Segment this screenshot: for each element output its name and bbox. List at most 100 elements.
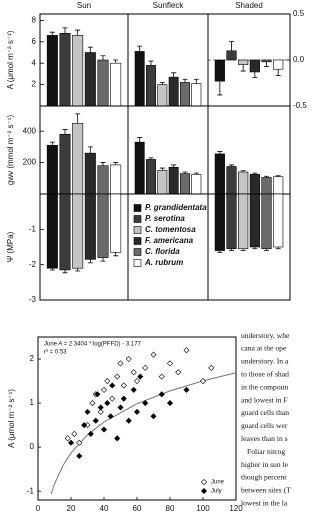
- point: [158, 391, 165, 398]
- point: [67, 439, 75, 446]
- point: [208, 364, 215, 371]
- bar: [191, 83, 202, 107]
- bar: [59, 32, 71, 107]
- body-text-line: leaves than in s: [241, 434, 288, 443]
- bar: [168, 166, 179, 195]
- error-bar: [275, 69, 281, 77]
- column-title: Sun: [77, 1, 91, 10]
- point: [84, 408, 91, 415]
- point: [71, 430, 78, 437]
- legend-swatch: [133, 215, 142, 223]
- bar: [72, 193, 84, 269]
- point: [130, 386, 137, 393]
- error-bar: [100, 257, 106, 262]
- error-bar: [217, 151, 223, 154]
- point: [166, 360, 174, 367]
- bar: [46, 193, 58, 269]
- bar: [59, 193, 71, 271]
- point: [64, 435, 71, 442]
- bar: [134, 141, 145, 195]
- bar: [249, 59, 260, 73]
- point: [183, 347, 190, 354]
- bar: [46, 35, 58, 107]
- y-tick-label: 6: [32, 37, 37, 46]
- bar: [180, 82, 190, 107]
- bar: [97, 193, 109, 258]
- point: [166, 400, 174, 407]
- point: [142, 364, 149, 371]
- bar: [84, 193, 96, 260]
- bar: [273, 193, 284, 248]
- bar: [84, 52, 96, 107]
- bar: [72, 35, 84, 107]
- error-bar: [217, 81, 223, 96]
- equation: June A = 2.3404 * log(PFFD) - 3.177: [44, 342, 142, 348]
- point: [117, 404, 124, 411]
- error-bar: [275, 247, 281, 250]
- point: [137, 373, 144, 380]
- column-title: Sunfleck: [153, 1, 185, 10]
- body-text-line: cana at the ope: [241, 344, 287, 353]
- legend-label: C. tomentosa: [145, 225, 196, 234]
- point: [175, 369, 182, 376]
- error-bar: [182, 78, 188, 83]
- panel-frame: [207, 193, 291, 301]
- point: [114, 435, 121, 442]
- point: [130, 369, 137, 376]
- bar: [46, 144, 58, 195]
- bar: [261, 177, 272, 195]
- point: [89, 400, 96, 407]
- y-axis-label: A (μmol m⁻² s⁻¹): [6, 30, 15, 89]
- y-tick-label: 2: [32, 80, 37, 89]
- bar: [168, 76, 179, 107]
- error-bar: [62, 27, 68, 34]
- legend-label: July: [211, 489, 222, 495]
- error-bar: [87, 146, 93, 154]
- bar: [146, 159, 156, 195]
- x-tick-label: 40: [100, 504, 109, 513]
- bar: [226, 193, 237, 250]
- point: [125, 356, 132, 363]
- point: [100, 386, 108, 393]
- body-text-line: higher in sun le: [241, 460, 289, 469]
- bar: [157, 170, 168, 195]
- y2-tick-label: 0.5: [293, 9, 305, 18]
- y-tick-label: 1: [30, 398, 35, 407]
- error-bar: [75, 268, 81, 272]
- body-text-line: in the compoun: [241, 382, 288, 391]
- point: [92, 417, 99, 424]
- error-bar: [229, 41, 234, 51]
- legend-swatch: [133, 204, 142, 212]
- error-bar: [229, 248, 234, 251]
- legend-swatch: [133, 259, 142, 267]
- error-bar: [240, 248, 246, 251]
- error-bar: [62, 269, 68, 274]
- y-tick-label: 2: [30, 354, 35, 363]
- error-bar: [264, 248, 269, 251]
- error-bar: [229, 164, 234, 167]
- bar: [97, 59, 109, 107]
- body-text-line: lowest in the la: [241, 498, 288, 507]
- error-bar: [240, 64, 246, 72]
- column-title: Shaded: [235, 1, 263, 10]
- point: [97, 404, 104, 411]
- error-bar: [113, 252, 119, 257]
- error-bar: [137, 45, 143, 52]
- point: [133, 408, 141, 415]
- error-bar: [62, 129, 68, 135]
- y-tick-label: -1: [27, 486, 35, 495]
- body-text-line: understory. In a: [241, 357, 289, 366]
- bar: [191, 174, 202, 195]
- error-bar: [148, 60, 154, 66]
- error-bar: [182, 171, 188, 174]
- plot-frame: [37, 336, 237, 501]
- bar: [226, 166, 237, 195]
- point: [150, 351, 157, 358]
- bar: [214, 193, 225, 251]
- error-bar: [171, 164, 177, 168]
- y-tick-label: 400: [23, 126, 37, 135]
- error-bar: [217, 250, 223, 253]
- y2-tick-label: 0.0: [293, 55, 305, 64]
- y-tick-label: 200: [23, 158, 37, 167]
- point: [114, 373, 121, 380]
